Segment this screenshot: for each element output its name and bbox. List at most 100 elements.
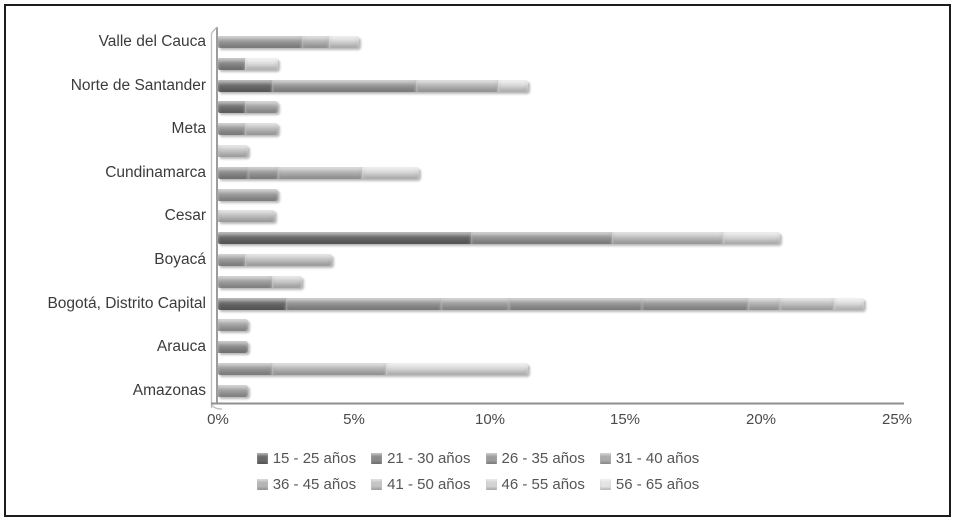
bar-segment bbox=[218, 254, 246, 266]
x-tick-label: 10% bbox=[474, 411, 506, 428]
bar-row bbox=[218, 101, 278, 114]
bar-segment bbox=[272, 79, 417, 92]
bar-segment bbox=[747, 297, 781, 310]
bar-segment bbox=[245, 57, 278, 70]
bar-segment bbox=[272, 275, 303, 288]
bar-segment bbox=[497, 79, 528, 92]
x-tick-label: 0% bbox=[207, 411, 229, 428]
bar-segment bbox=[218, 384, 248, 397]
legend: 15 - 25 años 21 - 30 años 26 - 35 años 31 -… bbox=[168, 450, 788, 493]
bar-segment bbox=[245, 123, 278, 136]
bar-segment bbox=[641, 297, 748, 310]
bar-row bbox=[218, 123, 278, 136]
bar-segment bbox=[218, 232, 471, 245]
legend-swatch bbox=[256, 479, 268, 490]
bar-segment bbox=[218, 57, 246, 70]
legend-row-2: 36 - 45 años 41 - 50 años 46 - 55 años 56 -… bbox=[168, 476, 788, 493]
bar-segment bbox=[218, 363, 273, 375]
category-label: Arauca bbox=[156, 338, 206, 356]
category-label: Meta bbox=[171, 120, 206, 138]
bar-segment bbox=[508, 297, 642, 310]
legend-swatch bbox=[599, 453, 611, 464]
bar-row bbox=[218, 319, 248, 332]
bar-row bbox=[218, 232, 781, 245]
bar-segment bbox=[470, 232, 612, 245]
bar-segment bbox=[245, 101, 278, 114]
bar-segment bbox=[723, 232, 781, 245]
bar-segment bbox=[218, 341, 248, 354]
category-label: Amazonas bbox=[132, 381, 206, 399]
legend-swatch bbox=[485, 453, 497, 464]
category-label: Norte de Santander bbox=[70, 76, 206, 94]
legend-row-1: 15 - 25 años 21 - 30 años 26 - 35 años 31 -… bbox=[168, 450, 788, 467]
category-label: Bogotá, Distrito Capital bbox=[47, 294, 206, 312]
legend-item: 21 - 30 años bbox=[371, 450, 471, 467]
bar-segment bbox=[247, 166, 278, 179]
bar-row bbox=[218, 36, 360, 48]
bar-row bbox=[218, 297, 865, 310]
bar-segment bbox=[245, 254, 333, 266]
legend-item: 41 - 50 años bbox=[371, 476, 471, 493]
bar-row bbox=[218, 341, 248, 354]
x-tick-label: 5% bbox=[343, 411, 365, 428]
bar-row bbox=[218, 384, 248, 397]
bar-segment bbox=[302, 36, 330, 48]
bar-segment bbox=[218, 166, 248, 179]
bar-row bbox=[218, 79, 528, 92]
legend-label: 26 - 35 años bbox=[501, 450, 585, 467]
bar-segment bbox=[218, 145, 248, 157]
bar-row bbox=[218, 210, 275, 223]
legend-label: 15 - 25 años bbox=[272, 450, 357, 467]
bar-row bbox=[218, 57, 278, 70]
legend-label: 56 - 65 años bbox=[615, 476, 700, 493]
bar-segment bbox=[218, 123, 246, 136]
bar-row bbox=[218, 166, 419, 179]
bar-row bbox=[218, 254, 333, 266]
bar-segment bbox=[361, 166, 419, 179]
bar-segment bbox=[272, 363, 387, 375]
category-label: Cesar bbox=[164, 207, 206, 225]
legend-label: 41 - 50 años bbox=[387, 476, 471, 493]
bar-segment bbox=[277, 166, 362, 179]
legend-swatch bbox=[599, 479, 611, 490]
legend-swatch bbox=[485, 479, 497, 490]
x-tick-label: 20% bbox=[745, 411, 777, 428]
bar-row bbox=[218, 275, 303, 288]
bar-segment bbox=[834, 297, 865, 310]
axis-top-cap bbox=[211, 26, 218, 34]
bar-segment bbox=[218, 188, 278, 201]
legend-swatch bbox=[256, 453, 268, 464]
bar-segment bbox=[218, 101, 246, 114]
bar-segment bbox=[416, 79, 498, 92]
legend-swatch bbox=[371, 479, 383, 490]
legend-item: 36 - 45 años bbox=[256, 476, 357, 493]
bar-row bbox=[218, 145, 248, 157]
bar-segment bbox=[218, 210, 275, 223]
legend-swatch bbox=[371, 453, 383, 464]
bar-row bbox=[218, 188, 278, 201]
legend-label: 21 - 30 años bbox=[387, 450, 471, 467]
legend-label: 46 - 55 años bbox=[501, 476, 585, 493]
legend-item: 56 - 65 años bbox=[599, 476, 700, 493]
bar-segment bbox=[218, 36, 303, 48]
bar-segment bbox=[218, 297, 286, 310]
legend-item: 46 - 55 años bbox=[485, 476, 585, 493]
category-label: Boyacá bbox=[154, 251, 206, 268]
bar-segment bbox=[329, 36, 360, 48]
bar-segment bbox=[386, 363, 528, 375]
legend-item: 31 - 40 años bbox=[599, 450, 700, 467]
bar-segment bbox=[440, 297, 509, 310]
bar-segment bbox=[611, 232, 724, 245]
x-tick-label: 15% bbox=[609, 411, 641, 428]
bar-segment bbox=[285, 297, 441, 310]
legend-item: 15 - 25 años bbox=[256, 450, 357, 467]
legend-label: 36 - 45 años bbox=[272, 476, 357, 493]
bar-row bbox=[218, 363, 528, 375]
category-label: Cundinamarca bbox=[105, 163, 206, 181]
legend-label: 31 - 40 años bbox=[615, 450, 700, 467]
category-label: Valle del Cauca bbox=[98, 33, 206, 50]
legend-item: 26 - 35 años bbox=[485, 450, 585, 467]
bar-segment bbox=[218, 275, 273, 288]
